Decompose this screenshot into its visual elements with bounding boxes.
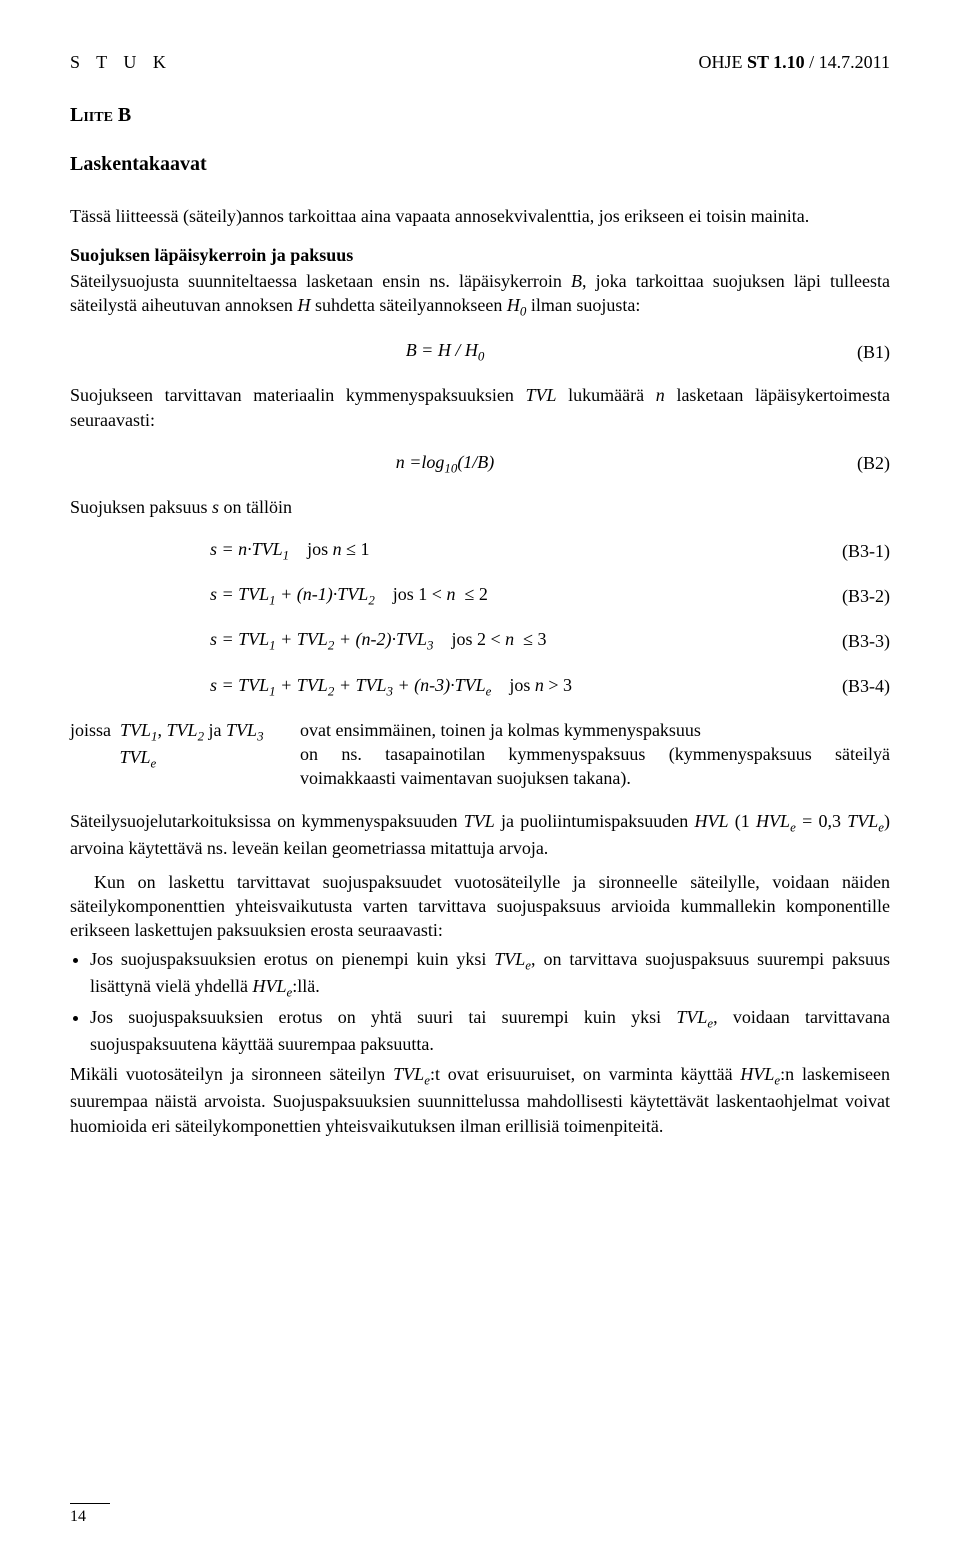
header-right: OHJE ST 1.10 / 14.7.2011 [698, 50, 890, 74]
formula-b3-4-row: s = TVL1 + TVL2 + TVL3 + (n-3)·TVLe jos … [70, 673, 890, 700]
formula-b3-3-row: s = TVL1 + TVL2 + (n-2)·TVL3 jos 2 < n ≤… [70, 627, 890, 654]
formula-b3-4: s = TVL1 + TVL2 + TVL3 + (n-3)·TVLe jos … [70, 673, 820, 700]
intro-paragraph: Tässä liitteessä (säteily)annos tarkoitt… [70, 204, 890, 228]
formula-b3-3: s = TVL1 + TVL2 + (n-2)·TVL3 jos 2 < n ≤… [70, 627, 820, 654]
header-right-bold: ST 1.10 [747, 52, 805, 72]
formula-b2-row: n =log10(1/B) (B2) [70, 450, 890, 477]
formula-b3-1-row: s = n·TVL1 jos n ≤ 1 (B3-1) [70, 537, 890, 564]
bullet-2: Jos suojuspaksuuksien erotus on yhtä suu… [90, 1005, 890, 1056]
para-kun: Kun on laskettu tarvittavat suojuspaksuu… [70, 870, 890, 943]
header-left: S T U K [70, 50, 172, 74]
formula-b3-2-row: s = TVL1 + (n-1)·TVL2 jos 1 < n ≤ 2 (B3-… [70, 582, 890, 609]
page-number: 14 [70, 1503, 110, 1528]
formula-b3-1-label: (B3-1) [820, 539, 890, 563]
bullet-1: Jos suojuspaksuuksien erotus on pienempi… [90, 947, 890, 1001]
formula-b1-row: B = H / H0 (B1) [70, 338, 890, 365]
where-left: joissa TVL1, TVL2 ja TVL3 TVLe [70, 718, 300, 791]
formula-b1: B = H / H0 [70, 338, 820, 365]
section-title: Laskentakaavat [70, 151, 890, 178]
formula-b2: n =log10(1/B) [70, 450, 820, 477]
para-tvl: Suojukseen tarvittavan materiaalin kymme… [70, 383, 890, 432]
page: S T U K OHJE ST 1.10 / 14.7.2011 Liite B… [0, 0, 960, 1558]
para-s: Suojuksen paksuus s on tällöin [70, 495, 890, 519]
where-label: joissa [70, 720, 111, 740]
where-line-1: ovat ensimmäinen, toinen ja kolmas kymme… [300, 720, 701, 740]
para-mikali: Mikäli vuotosäteilyn ja sironneen säteil… [70, 1062, 890, 1138]
para-hvl: Säteilysuojelutarkoituksissa on kymmenys… [70, 809, 890, 860]
formula-b3-1: s = n·TVL1 jos n ≤ 1 [70, 537, 820, 564]
formula-b1-label: (B1) [820, 340, 890, 364]
header-right-prefix: OHJE [698, 52, 747, 72]
where-right: ovat ensimmäinen, toinen ja kolmas kymme… [300, 718, 890, 791]
subsection-1-intro: Säteilysuojusta suunniteltaessa lasketaa… [70, 269, 890, 320]
formula-b3-2: s = TVL1 + (n-1)·TVL2 jos 1 < n ≤ 2 [70, 582, 820, 609]
formula-b3-4-label: (B3-4) [820, 674, 890, 698]
where-block: joissa TVL1, TVL2 ja TVL3 TVLe ovat ensi… [70, 718, 890, 791]
formula-b3-2-label: (B3-2) [820, 584, 890, 608]
where-line-2: on ns. tasapainotilan kymmenyspaksuus (k… [300, 744, 890, 788]
bullet-list: Jos suojuspaksuuksien erotus on pienempi… [70, 947, 890, 1057]
page-header: S T U K OHJE ST 1.10 / 14.7.2011 [70, 50, 890, 74]
formula-b2-label: (B2) [820, 451, 890, 475]
subsection-head-1: Suojuksen läpäisykerroin ja paksuus [70, 243, 890, 267]
header-right-suffix: / 14.7.2011 [805, 52, 890, 72]
formula-b3-3-label: (B3-3) [820, 629, 890, 653]
appendix-label: Liite B [70, 102, 890, 129]
